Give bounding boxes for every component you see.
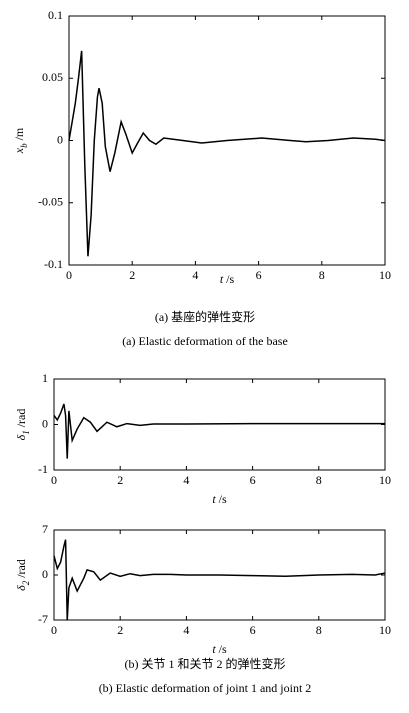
- caption-en: (b) Elastic deformation of joint 1 and j…: [99, 681, 312, 695]
- data-line: [68, 50, 386, 257]
- y-tick-label: -0.1: [44, 257, 63, 271]
- x-tick-label: 4: [183, 623, 189, 637]
- caption-zh: (a) 基座的弹性变形: [155, 309, 255, 324]
- y-tick-label: -1: [38, 462, 48, 476]
- x-tick-label: 4: [183, 473, 189, 487]
- x-tick-label: 2: [129, 268, 135, 282]
- axis-label: t/s: [212, 642, 227, 656]
- label-unit: /s: [226, 272, 234, 286]
- caption-zh: (b) 关节 1 和关节 2 的弹性变形: [125, 656, 286, 671]
- label-symbol: t: [220, 272, 224, 286]
- axis-label: xb/m: [12, 127, 29, 154]
- y-tick-label: 0.05: [42, 70, 63, 84]
- label-symbol: x: [12, 147, 26, 154]
- x-tick-label: 2: [117, 473, 123, 487]
- x-tick-label: 8: [316, 473, 322, 487]
- axis-label: t/s: [220, 272, 235, 286]
- x-tick-label: 6: [250, 623, 256, 637]
- label-symbol: δ: [14, 585, 28, 591]
- axis-label: δ1/rad: [14, 409, 31, 441]
- y-tick-label: 0: [42, 416, 48, 430]
- axis-label: δ2/rad: [14, 559, 31, 591]
- y-tick-label: 0: [42, 567, 48, 581]
- label-unit: /s: [219, 642, 227, 656]
- label-symbol: t: [212, 642, 216, 656]
- y-tick-label: -0.05: [38, 195, 63, 209]
- x-tick-label: 10: [379, 473, 391, 487]
- axis-label: t/s: [212, 492, 227, 506]
- label-unit: /rad: [14, 559, 28, 578]
- label-symbol: δ: [14, 434, 28, 440]
- y-tick-label: 7: [42, 522, 48, 536]
- x-tick-label: 8: [319, 268, 325, 282]
- caption-en: (a) Elastic deformation of the base: [122, 334, 288, 348]
- x-tick-label: 4: [192, 268, 198, 282]
- y-tick-label: 1: [42, 371, 48, 385]
- y-tick-label: -7: [38, 612, 48, 626]
- x-tick-label: 6: [250, 473, 256, 487]
- x-tick-label: 10: [379, 623, 391, 637]
- x-tick-label: 0: [51, 623, 57, 637]
- data-line: [53, 539, 386, 621]
- label-unit: /s: [219, 492, 227, 506]
- label-unit: /m: [12, 127, 26, 140]
- x-tick-label: 8: [316, 623, 322, 637]
- x-tick-label: 10: [379, 268, 391, 282]
- x-tick-label: 0: [66, 268, 72, 282]
- y-tick-label: 0: [57, 132, 63, 146]
- data-line: [53, 403, 385, 459]
- x-tick-label: 0: [51, 473, 57, 487]
- label-subscript: b: [19, 143, 29, 148]
- label-unit: /rad: [14, 409, 28, 428]
- x-tick-label: 6: [256, 268, 262, 282]
- y-tick-label: 0.1: [48, 8, 63, 22]
- label-subscript: 2: [21, 580, 31, 585]
- x-tick-label: 2: [117, 623, 123, 637]
- label-subscript: 1: [21, 430, 31, 435]
- label-symbol: t: [212, 492, 216, 506]
